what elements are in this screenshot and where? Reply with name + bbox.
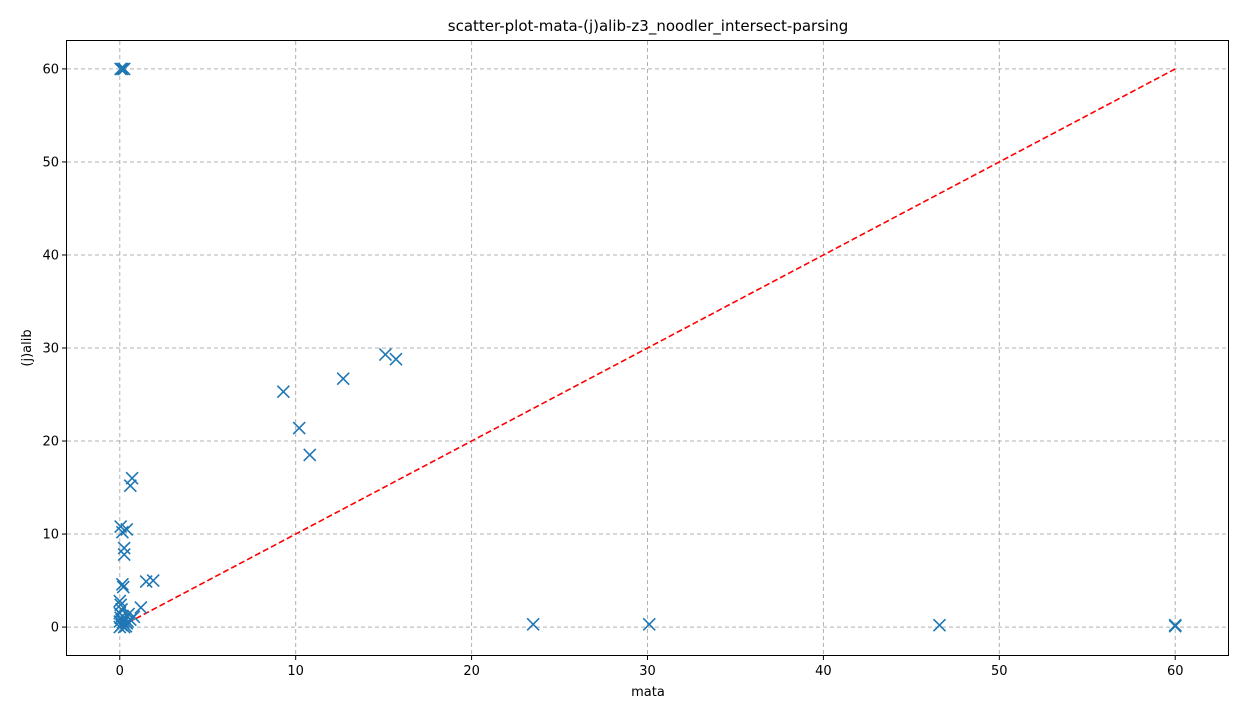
data-point xyxy=(336,372,350,386)
data-point xyxy=(642,617,656,631)
diagonal-reference-line xyxy=(119,68,1176,628)
x-axis-ticks: 0 10 20 30 40 50 60 xyxy=(116,655,1184,679)
y-tick-label: 30 xyxy=(42,342,59,357)
data-point xyxy=(113,594,127,608)
data-point xyxy=(378,347,392,362)
chart-title: scatter-plot-mata-(j)alib-z3_noodler_int… xyxy=(448,17,848,36)
grid-lines xyxy=(67,41,1228,655)
data-point xyxy=(292,421,306,435)
y-tick-label: 60 xyxy=(42,62,59,77)
data-point xyxy=(114,62,128,76)
x-tick-label: 60 xyxy=(1167,664,1184,679)
x-tick-label: 10 xyxy=(287,664,304,679)
y-tick-label: 0 xyxy=(51,621,59,636)
data-point xyxy=(389,352,403,366)
data-point xyxy=(125,471,139,485)
data-point xyxy=(932,618,947,632)
data-point xyxy=(117,62,131,76)
y-tick-label: 50 xyxy=(42,155,59,170)
data-point xyxy=(146,574,160,588)
data-point xyxy=(134,600,148,615)
data-point xyxy=(123,479,137,493)
data-point xyxy=(117,541,131,555)
data-point xyxy=(115,62,129,76)
data-point xyxy=(121,614,135,629)
data-point xyxy=(1168,618,1182,632)
data-point xyxy=(120,522,134,536)
x-tick-label: 40 xyxy=(815,664,832,679)
y-axis-label: (j)alib xyxy=(20,329,35,366)
data-point xyxy=(526,617,540,631)
data-point xyxy=(115,577,129,591)
x-tick-label: 0 xyxy=(116,664,124,679)
y-tick-label: 20 xyxy=(42,435,59,450)
data-point xyxy=(276,385,290,399)
diagonal-line xyxy=(119,68,1176,628)
x-tick-label: 30 xyxy=(639,664,656,679)
data-point xyxy=(116,580,130,594)
x-tick-label: 20 xyxy=(463,664,480,679)
data-points xyxy=(113,62,1182,634)
y-axis-ticks: 0 10 20 30 40 50 60 xyxy=(42,62,67,636)
x-axis-label: mata xyxy=(631,685,665,700)
data-point xyxy=(117,547,131,562)
y-tick-label: 40 xyxy=(42,248,59,263)
data-point xyxy=(303,448,317,462)
y-tick-label: 10 xyxy=(42,528,59,543)
x-tick-label: 50 xyxy=(991,664,1008,679)
